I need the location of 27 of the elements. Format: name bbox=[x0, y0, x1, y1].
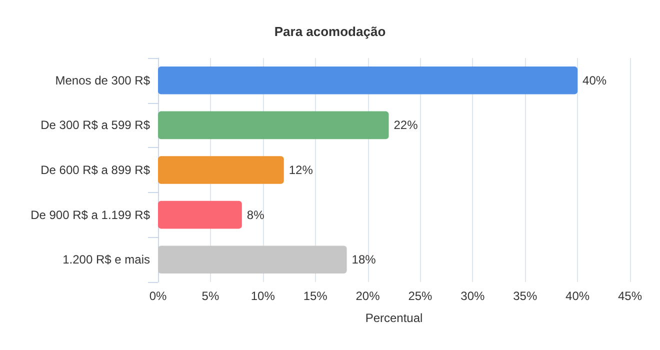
y-tick-label: De 900 R$ a 1.199 R$ bbox=[30, 208, 150, 222]
data-label: 12% bbox=[288, 163, 314, 177]
y-tick-label: Menos de 300 R$ bbox=[55, 73, 150, 88]
x-tick-label: 15% bbox=[303, 289, 328, 303]
x-tick-label: 25% bbox=[408, 289, 433, 303]
y-tick-label: De 300 R$ a 599 R$ bbox=[40, 118, 150, 132]
chart-title: Para acomodação bbox=[274, 24, 386, 39]
bar bbox=[158, 111, 389, 140]
bar bbox=[158, 246, 347, 274]
x-tick-label: 40% bbox=[566, 289, 590, 303]
data-label: 8% bbox=[246, 208, 265, 222]
bar bbox=[158, 200, 242, 229]
x-tick-label: 5% bbox=[202, 289, 220, 303]
x-tick-label: 30% bbox=[460, 289, 485, 303]
data-label: 40% bbox=[582, 73, 607, 88]
bar bbox=[158, 156, 284, 184]
data-label: 18% bbox=[352, 252, 376, 267]
x-tick-label: 20% bbox=[356, 289, 380, 303]
x-tick-label: 0% bbox=[149, 289, 167, 303]
data-label: 22% bbox=[394, 118, 418, 132]
x-tick-label: 35% bbox=[513, 289, 538, 303]
y-tick-label: 1.200 R$ e mais bbox=[62, 252, 150, 267]
x-axis-title: Percentual bbox=[365, 311, 423, 325]
bar bbox=[158, 66, 578, 94]
y-tick-label: De 600 R$ a 899 R$ bbox=[40, 163, 150, 177]
x-tick-label: 45% bbox=[618, 289, 642, 303]
x-tick-label: 10% bbox=[250, 289, 276, 303]
